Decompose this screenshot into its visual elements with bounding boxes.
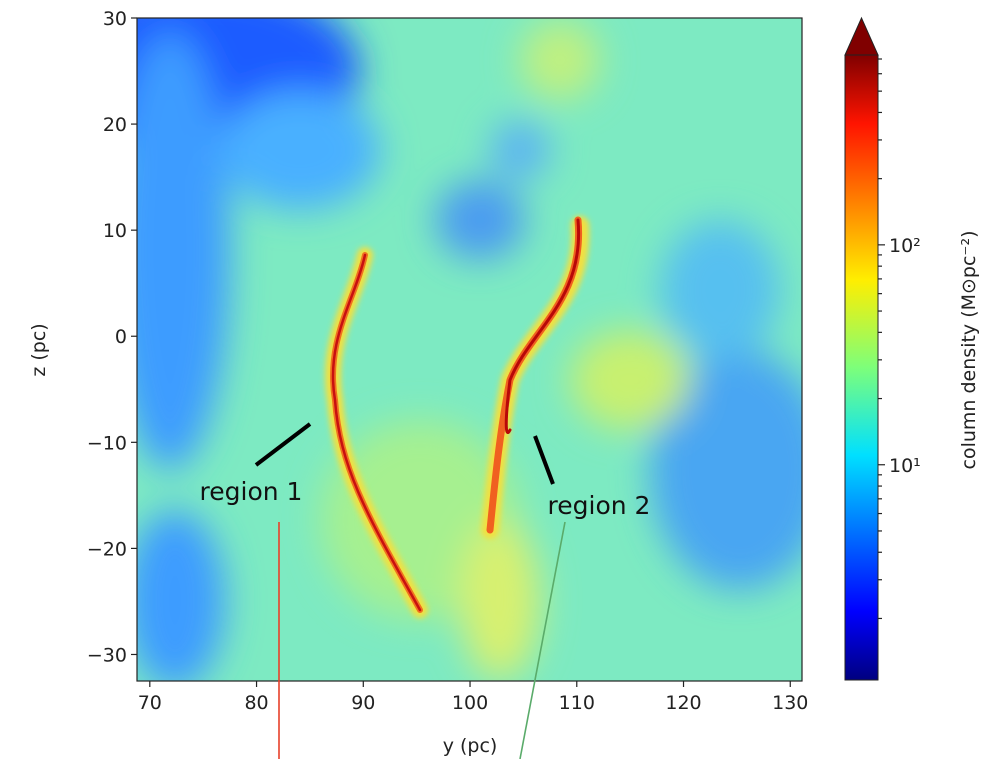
x-tick-label: 100 xyxy=(452,692,488,714)
x-tick-label: 70 xyxy=(138,692,162,714)
colorbar-extension xyxy=(844,16,879,56)
y-axis-label: z (pc) xyxy=(28,323,50,376)
y-tick-label: 0 xyxy=(115,326,127,348)
y-tick-label: −10 xyxy=(87,432,127,454)
x-tick-label: 90 xyxy=(351,692,375,714)
x-tick-label: 130 xyxy=(772,692,808,714)
y-tick-label: −20 xyxy=(87,538,127,560)
colorbar-label: column density (M⊙pc⁻²) xyxy=(958,231,980,470)
colorbar xyxy=(844,54,879,681)
annotation: region 2 xyxy=(548,491,651,520)
heatmap-image xyxy=(137,18,802,681)
y-tick-label: 20 xyxy=(103,114,127,136)
y-tick-label: −30 xyxy=(87,644,127,666)
annotation-arrow xyxy=(254,422,312,467)
y-tick-label: 30 xyxy=(103,8,127,30)
annotation: region 1 xyxy=(200,477,303,506)
x-tick-label: 110 xyxy=(559,692,595,714)
colorbar-tick-label: 10² xyxy=(889,235,921,257)
x-tick-label: 80 xyxy=(244,692,268,714)
annotation-arrow xyxy=(533,435,555,485)
x-tick-label: 120 xyxy=(665,692,701,714)
x-axis-label: y (pc) xyxy=(443,735,498,757)
annotation-line xyxy=(519,521,566,760)
y-tick-label: 10 xyxy=(103,220,127,242)
colorbar-tick-label: 10¹ xyxy=(889,455,921,477)
